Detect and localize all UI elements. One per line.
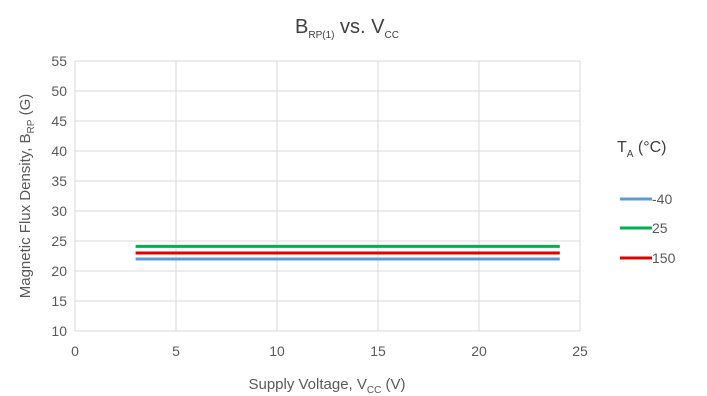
x-tick-label: 5 — [172, 343, 180, 359]
y-tick-label: 30 — [51, 203, 67, 219]
title-main: B — [295, 16, 308, 38]
plot-area — [74, 60, 581, 332]
x-axis-title: Supply Voltage, VCC (V) — [248, 376, 405, 396]
x-tick-label: 15 — [370, 343, 386, 359]
legend-title-pre: T — [617, 139, 627, 156]
y-axis-title: Magnetic Flux Density, BRP (G) — [17, 94, 37, 299]
series-group — [135, 244, 560, 261]
y-tick-label: 10 — [51, 323, 67, 339]
y-tick-label: 35 — [51, 173, 67, 189]
ylabel-pre: Magnetic Flux Density, B — [17, 133, 34, 298]
legend-label--40: -40 — [652, 191, 672, 207]
legend-title-sub: A — [627, 149, 634, 160]
x-axis-ticks: 0 5 10 15 20 25 — [71, 343, 588, 359]
ylabel-post: (G) — [17, 94, 34, 120]
y-tick-label: 25 — [51, 233, 67, 249]
y-tick-label: 40 — [51, 143, 67, 159]
xlabel-sub: CC — [367, 385, 381, 396]
y-tick-label: 50 — [51, 83, 67, 99]
xlabel-post: (V) — [381, 376, 405, 393]
x-tick-label: 0 — [71, 343, 79, 359]
chart-title: BRP(1) vs. VCC — [295, 16, 399, 41]
x-tick-label: 10 — [269, 343, 285, 359]
legend-label-25: 25 — [652, 220, 668, 236]
x-tick-label: 20 — [471, 343, 487, 359]
legend-label-150: 150 — [652, 250, 676, 266]
plot-border — [74, 60, 581, 332]
y-tick-label: 55 — [51, 53, 67, 69]
y-axis-ticks: 10 15 20 25 30 35 40 45 50 55 — [51, 53, 67, 339]
y-tick-label: 20 — [51, 263, 67, 279]
legend: TA (°C) -40 25 150 — [617, 139, 676, 266]
legend-title-post: (°C) — [633, 139, 666, 156]
title-sub2: CC — [385, 30, 399, 41]
y-tick-label: 45 — [51, 113, 67, 129]
title-sub: RP(1) — [308, 30, 334, 41]
y-tick-label: 15 — [51, 293, 67, 309]
legend-title: TA (°C) — [617, 139, 667, 160]
legend-items: -40 25 150 — [620, 191, 676, 266]
ylabel-sub: RP — [26, 119, 37, 133]
xlabel-pre: Supply Voltage, V — [248, 376, 366, 393]
title-mid: vs. V — [335, 16, 386, 38]
x-tick-label: 25 — [572, 343, 588, 359]
gridlines — [74, 60, 581, 332]
